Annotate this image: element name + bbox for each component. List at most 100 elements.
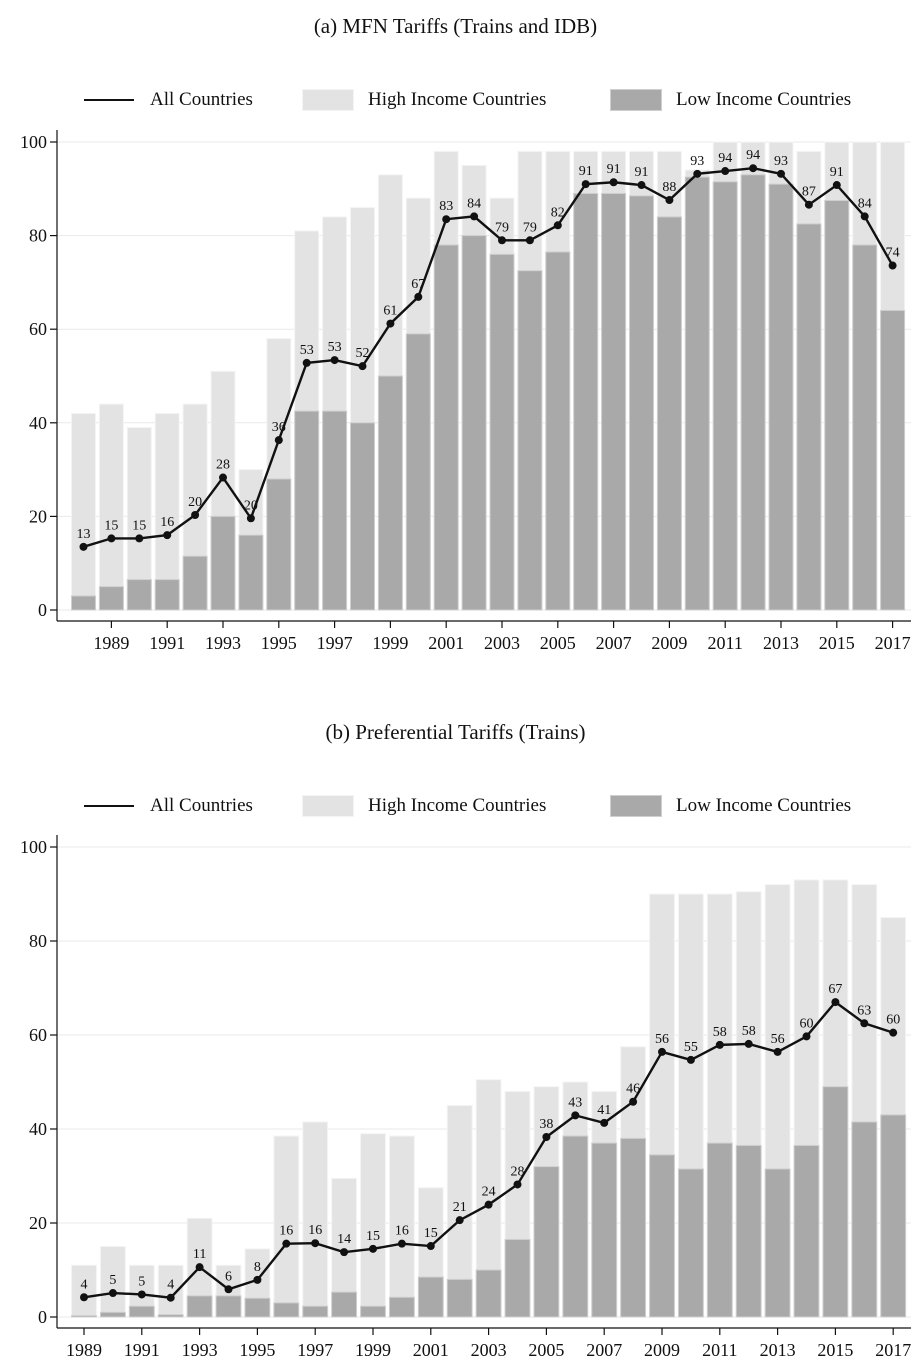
- point-all-countries: [832, 181, 841, 190]
- legend-label: High Income Countries: [368, 795, 547, 816]
- legend: All Countries High Income Countries Low …: [84, 86, 904, 114]
- bar-high-income: [157, 1264, 184, 1318]
- legend-item-all-countries: All Countries: [84, 792, 253, 820]
- point-all-countries: [80, 1293, 88, 1302]
- data-label: 4: [81, 1277, 88, 1292]
- bar-low-income: [677, 1168, 704, 1318]
- legend-item-all-countries: All Countries: [84, 86, 253, 114]
- bar-low-income: [128, 1305, 155, 1318]
- point-all-countries: [253, 1275, 262, 1284]
- legend-label: All Countries: [150, 795, 253, 816]
- bar-low-income: [591, 1142, 618, 1318]
- bar-low-income: [768, 183, 794, 611]
- y-tick-label: 20: [29, 1213, 47, 1233]
- y-tick-label: 80: [29, 931, 47, 951]
- point-all-countries: [274, 436, 283, 445]
- bar-low-income: [851, 1121, 878, 1318]
- data-label: 15: [132, 518, 146, 533]
- bar-low-income: [388, 1296, 415, 1318]
- data-label: 46: [626, 1082, 640, 1097]
- x-tick-label: 2011: [702, 1340, 737, 1360]
- bar-low-income: [215, 1295, 242, 1318]
- bar-low-income: [266, 478, 292, 611]
- x-tick-label: 1989: [66, 1340, 102, 1360]
- point-all-countries: [108, 1289, 117, 1298]
- data-label: 83: [439, 199, 453, 214]
- bar-low-income: [601, 192, 627, 611]
- bar-low-income: [71, 1315, 97, 1318]
- point-all-countries: [163, 531, 172, 540]
- point-all-countries: [397, 1239, 406, 1248]
- data-label: 58: [713, 1025, 727, 1040]
- point-all-countries: [191, 510, 200, 519]
- data-label: 94: [746, 148, 760, 163]
- y-tick-label: 0: [38, 1307, 47, 1327]
- bar-low-income: [573, 192, 599, 611]
- data-label: 13: [77, 527, 91, 542]
- point-all-countries: [749, 164, 758, 173]
- data-label: 15: [424, 1226, 438, 1241]
- point-all-countries: [553, 221, 562, 230]
- data-label: 79: [523, 220, 537, 235]
- legend-item-low-income: Low Income Countries: [610, 86, 851, 114]
- data-label: 6: [225, 1269, 232, 1284]
- point-all-countries: [804, 200, 813, 209]
- point-all-countries: [715, 1040, 724, 1049]
- data-label: 14: [337, 1232, 351, 1247]
- data-label: 28: [216, 458, 230, 473]
- point-all-countries: [721, 167, 730, 176]
- bar-low-income: [417, 1276, 444, 1318]
- point-all-countries: [889, 1028, 898, 1037]
- point-all-countries: [302, 358, 311, 367]
- legend-item-high-income: High Income Countries: [302, 86, 546, 114]
- data-label: 15: [104, 518, 118, 533]
- data-label: 91: [635, 165, 649, 180]
- bar-low-income: [377, 375, 403, 611]
- data-label: 38: [539, 1117, 553, 1132]
- bar-low-income: [649, 1154, 675, 1318]
- x-tick-label: 2013: [763, 633, 799, 653]
- x-tick-label: 2015: [817, 1340, 853, 1360]
- x-tick-label: 2001: [428, 633, 464, 653]
- point-all-countries: [686, 1055, 695, 1064]
- point-all-countries: [498, 236, 506, 245]
- point-all-countries: [581, 180, 590, 189]
- data-label: 84: [467, 196, 481, 211]
- point-all-countries: [600, 1118, 609, 1127]
- legend-item-high-income: High Income Countries: [302, 792, 546, 820]
- data-label: 88: [662, 180, 676, 195]
- point-all-countries: [609, 178, 618, 187]
- data-label: 16: [279, 1224, 293, 1239]
- y-tick-label: 40: [29, 1119, 47, 1139]
- bar-low-income: [629, 195, 654, 611]
- chart-plot-mfn: 0 20 40 60 80 100 1989 1991 1993 1995 1997 1999 2001…: [20, 130, 911, 653]
- x-tick-label: 2001: [413, 1340, 449, 1360]
- legend-box-swatch: [302, 795, 354, 817]
- x-tick-label: 1993: [182, 1340, 218, 1360]
- y-tick-label: 0: [38, 600, 47, 620]
- data-label: 41: [597, 1103, 611, 1118]
- point-all-countries: [442, 215, 451, 224]
- data-label: 63: [857, 1003, 871, 1018]
- bar-low-income: [656, 216, 682, 611]
- bar-low-income: [294, 410, 320, 611]
- bar-high-income: [388, 1135, 415, 1318]
- bar-low-income: [302, 1305, 329, 1318]
- bar-high-income: [302, 1121, 329, 1318]
- y-tick-label: 60: [29, 1025, 47, 1045]
- point-all-countries: [513, 1180, 522, 1189]
- data-label: 84: [858, 196, 872, 211]
- point-all-countries: [414, 292, 423, 301]
- bar-low-income: [735, 1144, 762, 1318]
- legend-label: Low Income Countries: [676, 795, 852, 816]
- data-label: 60: [800, 1016, 814, 1031]
- data-label: 61: [383, 304, 397, 319]
- bar-high-income: [360, 1133, 386, 1318]
- legend-line-swatch: [84, 99, 134, 101]
- x-tick-label: 1991: [124, 1340, 160, 1360]
- data-label: 58: [742, 1024, 756, 1039]
- x-tick-label: 1995: [261, 633, 297, 653]
- legend-box-swatch: [302, 89, 354, 111]
- legend-label: All Countries: [150, 89, 253, 110]
- bar-low-income: [880, 309, 906, 611]
